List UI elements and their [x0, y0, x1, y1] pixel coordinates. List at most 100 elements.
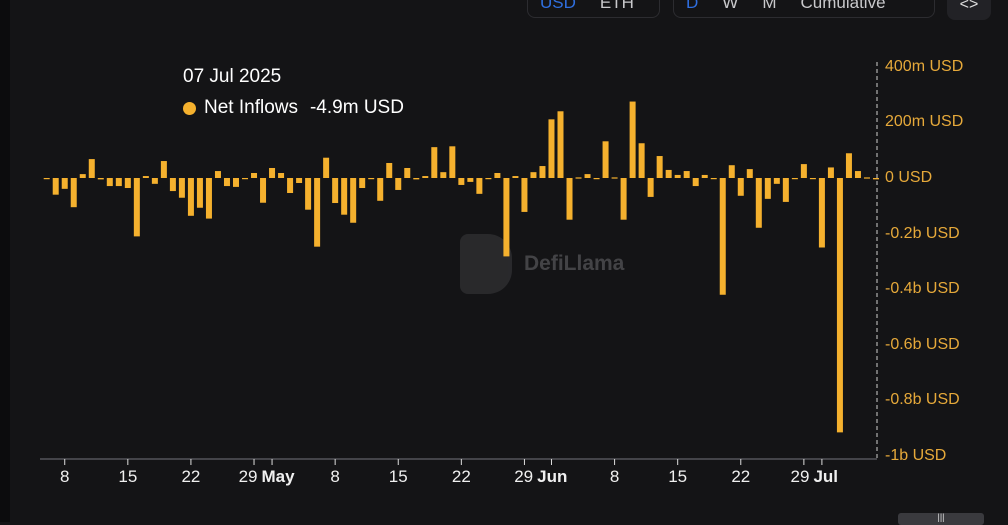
bar: [692, 178, 699, 187]
bar: [683, 171, 690, 178]
bar: [169, 178, 176, 192]
bar: [133, 178, 140, 237]
period-week-button[interactable]: W: [722, 0, 739, 12]
bar: [413, 178, 420, 180]
y-tick-label: -0.6b USD: [885, 335, 960, 353]
bar: [863, 177, 870, 179]
x-tick-label: 8: [330, 467, 340, 486]
bar: [368, 178, 375, 180]
bar: [377, 178, 384, 201]
bar: [232, 178, 239, 187]
bar: [755, 178, 762, 228]
bar: [737, 178, 744, 196]
bar: [43, 178, 50, 180]
scroll-handle[interactable]: |||: [898, 513, 984, 525]
currency-eth-button[interactable]: ETH: [599, 0, 634, 12]
bar: [178, 178, 185, 198]
bar: [440, 172, 447, 178]
bar: [115, 178, 122, 187]
bar: [61, 178, 68, 189]
bar: [269, 167, 276, 178]
currency-toggle: USD ETH: [527, 0, 660, 18]
tooltip-value: -4.9m USD: [309, 97, 404, 118]
bar: [800, 164, 807, 178]
bar: [287, 178, 294, 194]
period-day-button[interactable]: D: [686, 0, 699, 12]
bar: [701, 174, 708, 178]
bar: [665, 169, 672, 178]
tooltip-date: 07 Jul 2025: [183, 66, 282, 87]
bar: [485, 178, 492, 180]
bar: [584, 174, 591, 178]
bar: [548, 119, 555, 178]
watermark: DefiLlama: [460, 234, 624, 294]
bar: [196, 178, 203, 208]
embed-button[interactable]: <>: [947, 0, 991, 20]
x-tick-label: 15: [388, 467, 408, 486]
period-toggle: D W M Cumulative: [673, 0, 935, 18]
bar: [791, 178, 798, 180]
bar: [872, 178, 879, 180]
bar: [359, 178, 366, 189]
bar: [305, 178, 312, 210]
bar: [593, 178, 600, 180]
y-tick-label: -0.8b USD: [885, 391, 960, 409]
bar: [845, 153, 852, 178]
left-edge: [0, 0, 10, 522]
bar: [827, 167, 834, 178]
bar: [97, 178, 104, 180]
bar: [350, 178, 357, 223]
bar: [710, 178, 717, 180]
bar: [782, 178, 789, 202]
x-tick-label: 29: [514, 467, 534, 486]
bar: [557, 111, 564, 178]
y-tick-label: 200m USD: [885, 113, 964, 131]
period-month-button[interactable]: M: [762, 0, 777, 12]
bar: [458, 178, 465, 185]
bar: [575, 177, 582, 179]
bar: [332, 178, 339, 204]
bar: [395, 178, 402, 190]
bar: [214, 171, 221, 178]
bar: [205, 178, 212, 219]
y-tick-label: -0.2b USD: [885, 224, 960, 242]
bar: [602, 141, 609, 178]
x-tick-label: 8: [59, 467, 70, 486]
tooltip-series-row: Net Inflows -4.9m USD: [183, 97, 404, 119]
bar: [467, 178, 474, 182]
period-cumulative-button[interactable]: Cumulative: [800, 0, 886, 12]
bar: [719, 178, 726, 295]
bar: [142, 176, 149, 178]
bar: [314, 178, 321, 247]
bar: [494, 172, 501, 178]
x-tick-label: 22: [451, 467, 471, 486]
bar: [809, 178, 816, 180]
x-tick-label: 29: [790, 467, 810, 486]
y-tick-label: 0 USD: [885, 169, 933, 186]
series-dot-icon: [183, 101, 196, 115]
bar: [746, 169, 753, 178]
bar: [431, 147, 438, 178]
currency-usd-button[interactable]: USD: [540, 0, 576, 12]
bar: [539, 166, 546, 178]
x-tick-label: 8: [609, 467, 620, 486]
bar: [656, 156, 663, 178]
x-tick-label: 22: [731, 467, 751, 486]
bar: [223, 178, 230, 187]
bar: [404, 167, 411, 178]
bar: [242, 178, 249, 180]
bar: [79, 174, 86, 178]
x-tick-label: May: [261, 467, 295, 486]
bar: [278, 172, 285, 178]
bar: [647, 178, 654, 197]
bar: [124, 178, 131, 189]
x-tick-label: Jul: [813, 467, 839, 486]
bar: [611, 177, 618, 179]
bar: [476, 178, 483, 194]
bar: [620, 178, 627, 220]
bar: [503, 178, 510, 257]
tooltip-series-name: Net Inflows: [204, 97, 298, 118]
bar: [296, 178, 303, 184]
llama-logo-icon: [460, 234, 512, 294]
bar: [674, 174, 681, 178]
